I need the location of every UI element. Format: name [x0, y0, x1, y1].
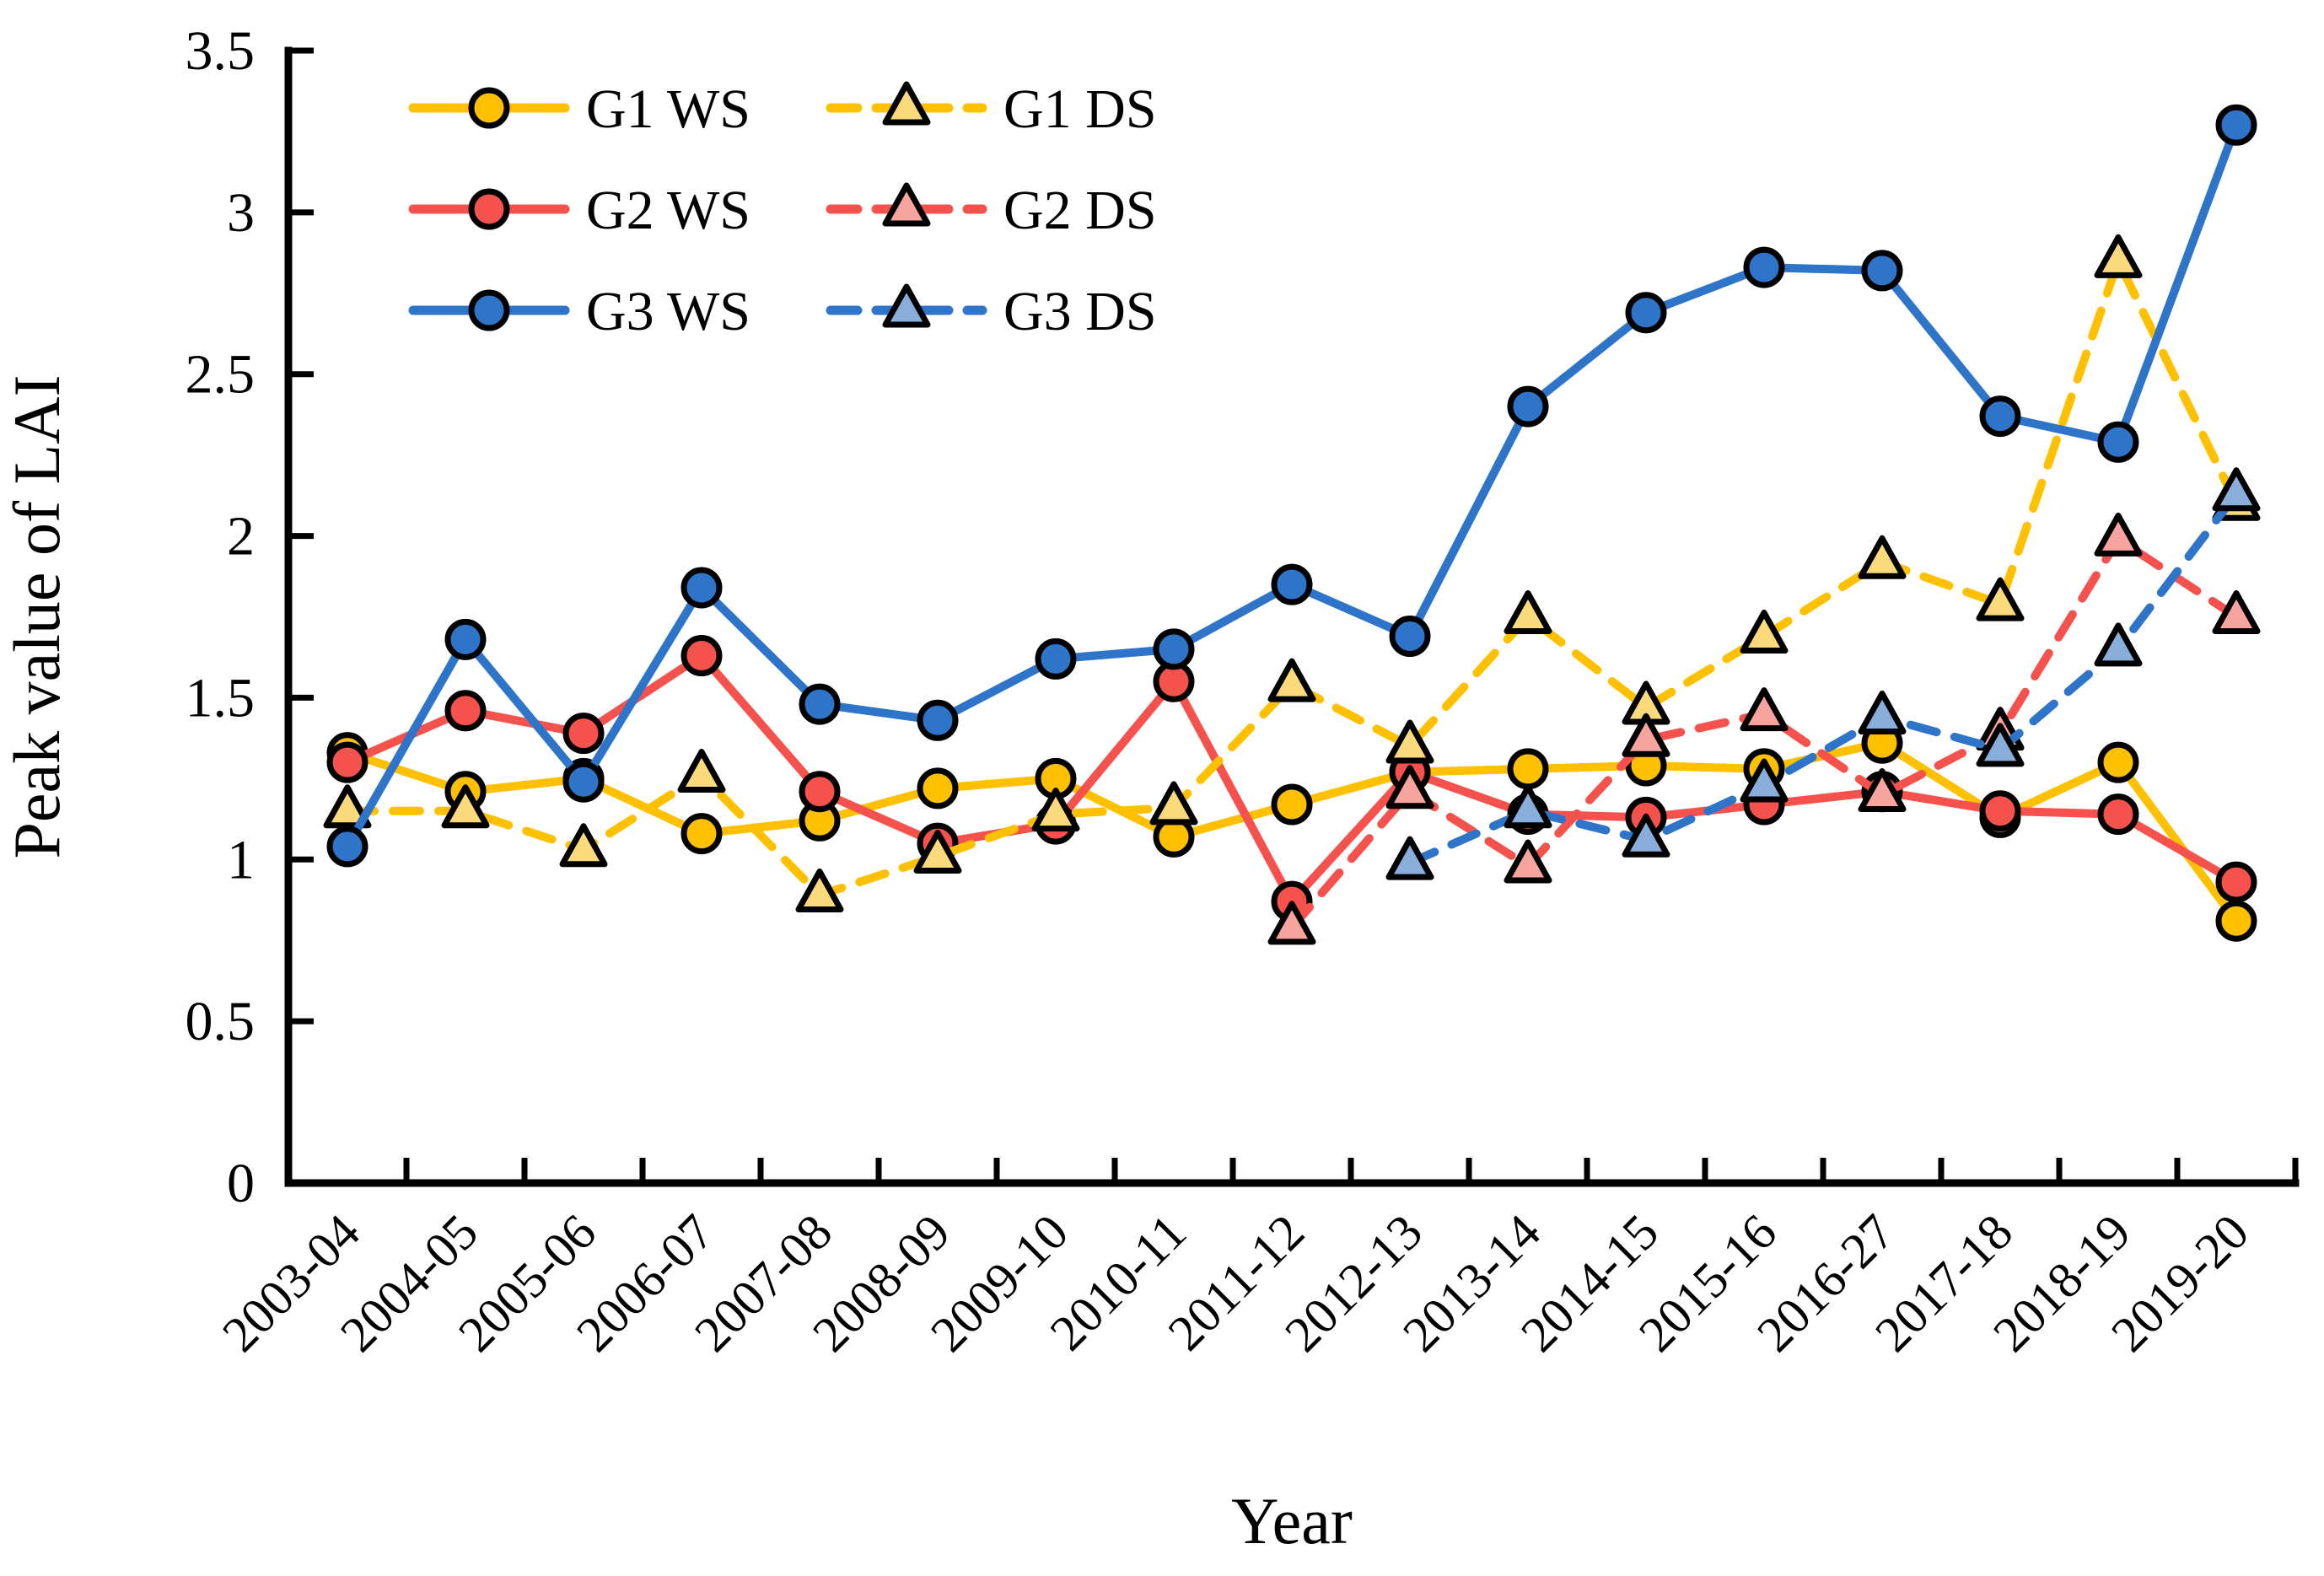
data-point-marker-g3-ds [1858, 690, 1907, 734]
data-point-marker-g2-ws [562, 713, 605, 755]
y-axis-tick-label: 3.5 [186, 20, 256, 82]
y-axis-tick-label: 1 [227, 829, 255, 890]
data-point-marker-g1-ws [2097, 741, 2139, 783]
data-point-marker-g3-ds [2094, 622, 2143, 667]
data-point-marker-g2-ds [2094, 512, 2143, 557]
data-point-marker-g1-ds [677, 749, 726, 793]
legend-marker-triangle-icon [882, 182, 931, 227]
data-point-marker-g1-ds [1858, 535, 1907, 579]
legend-marker-circle-icon [468, 289, 510, 331]
data-point-marker-g2-ws [2215, 861, 2257, 903]
data-point-marker-g1-ds [441, 784, 490, 829]
data-point-marker-g3-ws [1271, 563, 1313, 605]
data-point-marker-g2-ws [799, 771, 841, 813]
y-axis-tick-label: 2 [227, 506, 255, 567]
data-point-marker-g2-ws [681, 635, 723, 677]
series-line-g3-ds [1406, 489, 2241, 868]
data-point-marker-g3-ws [2215, 104, 2257, 146]
data-point-marker-g1-ds [795, 868, 844, 912]
data-point-marker-g3-ws [1389, 616, 1431, 658]
x-axis-title: Year [1231, 1484, 1353, 1557]
data-point-marker-g1-ds [559, 823, 608, 868]
legend-label-g1-ws: G1 WS [586, 78, 750, 140]
data-point-marker-g1-ds [323, 784, 372, 829]
data-point-marker-g3-ds [1504, 784, 1552, 829]
legend-label-g1-ds: G1 DS [1003, 78, 1157, 140]
data-point-marker-g1-ws [681, 813, 723, 855]
data-point-marker-g3-ws [326, 826, 369, 868]
data-point-marker-g1-ds [1976, 577, 2025, 621]
data-point-marker-g1-ds [2094, 234, 2143, 278]
data-point-marker-g3-ws [1861, 250, 1903, 292]
data-point-marker-g3-ws [917, 699, 959, 741]
data-point-marker-g1-ws [1507, 748, 1549, 790]
data-point-marker-g1-ds [913, 829, 962, 874]
legend-marker-triangle-icon [882, 81, 931, 126]
data-point-marker-g2-ds [1622, 713, 1670, 757]
y-axis-tick-label: 0.5 [186, 991, 256, 1052]
data-point-marker-g3-ds [1976, 723, 2025, 767]
data-point-marker-g3-ws [2097, 421, 2139, 463]
data-point-marker-g2-ds [1858, 768, 1907, 813]
data-point-marker-g2-ws [326, 741, 369, 783]
data-point-marker-g1-ds [1267, 658, 1316, 702]
data-point-marker-g1-ws [1271, 783, 1313, 826]
legend-label-g2-ds: G2 DS [1003, 180, 1157, 241]
legend-marker-triangle-icon [882, 283, 931, 328]
data-point-marker-g2-ds [1504, 839, 1552, 884]
y-axis-tick-label: 0 [227, 1153, 255, 1214]
data-point-marker-g1-ws [2215, 900, 2257, 942]
data-point-marker-g3-ws [444, 618, 487, 660]
data-point-marker-g3-ds [2212, 467, 2261, 512]
data-point-marker-g2-ws [444, 690, 487, 732]
data-point-marker-g3-ws [1035, 637, 1077, 680]
data-point-marker-g2-ds [1740, 687, 1789, 732]
data-point-marker-g2-ws [1979, 790, 2021, 832]
data-point-marker-g3-ws [1153, 628, 1195, 670]
data-point-marker-g3-ws [681, 567, 723, 609]
data-point-marker-g2-ds [1385, 765, 1434, 810]
data-point-marker-g3-ws [799, 683, 841, 725]
data-point-marker-g1-ds [1031, 788, 1080, 832]
data-point-marker-g3-ws [1743, 246, 1785, 288]
legend-marker-circle-icon [468, 87, 510, 129]
y-axis-tick-label: 3 [227, 182, 255, 244]
data-point-marker-g2-ws [2097, 793, 2139, 836]
data-point-marker-g3-ws [1625, 292, 1667, 334]
data-point-marker-g1-ws [917, 767, 959, 810]
legend-label-g3-ds: G3 DS [1003, 281, 1157, 342]
legend-label-g2-ws: G2 WS [586, 180, 750, 241]
data-point-marker-g3-ds [1740, 758, 1789, 803]
y-axis-tick-label: 1.5 [186, 667, 256, 729]
data-point-marker-g3-ds [1385, 836, 1434, 880]
y-axis-title: Peak value of LAI [0, 375, 73, 859]
y-axis-tick-label: 2.5 [186, 344, 256, 406]
data-point-marker-g1-ds [1149, 781, 1198, 826]
data-point-marker-g2-ds [2212, 590, 2261, 634]
data-point-marker-g3-ds [1622, 813, 1670, 858]
legend-marker-circle-icon [468, 188, 510, 230]
data-point-marker-g3-ws [1979, 395, 2021, 438]
data-point-marker-g1-ds [1385, 719, 1434, 764]
data-point-marker-g1-ds [1504, 590, 1552, 634]
legend-label-g3-ws: G3 WS [586, 281, 750, 342]
data-point-marker-g2-ds [1267, 901, 1316, 945]
data-point-marker-g1-ds [1740, 610, 1789, 654]
data-point-marker-g3-ws [562, 761, 605, 803]
series-line-g1-ds [343, 256, 2241, 900]
data-point-marker-g3-ws [1507, 385, 1549, 428]
